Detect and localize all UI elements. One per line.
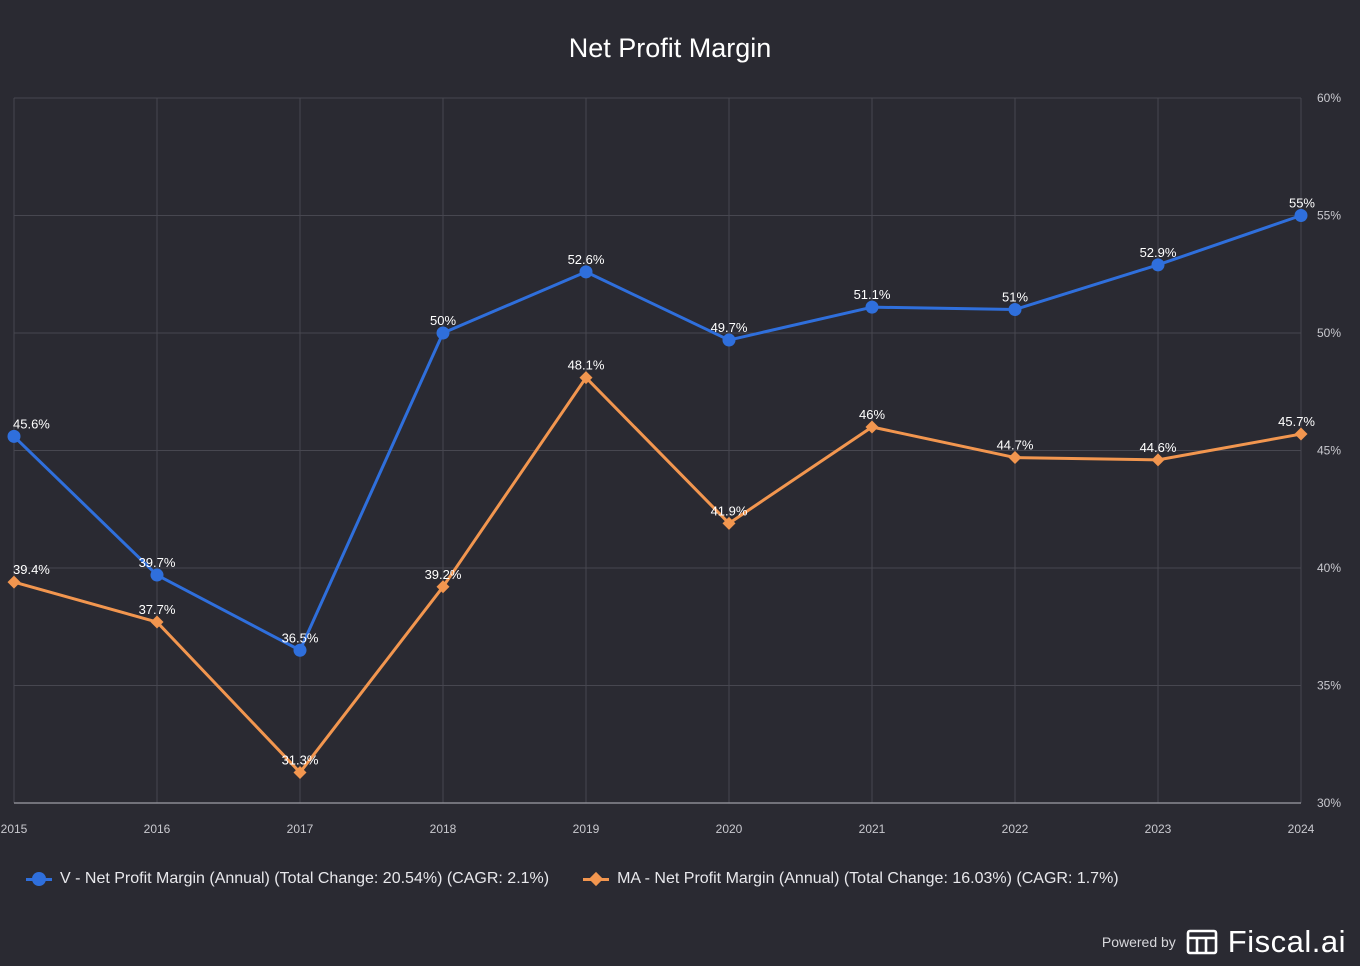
- legend-item-v[interactable]: V - Net Profit Margin (Annual) (Total Ch…: [26, 866, 549, 892]
- data-label: 37.7%: [139, 602, 176, 617]
- data-point: [7, 429, 21, 443]
- data-label: 36.5%: [282, 630, 319, 645]
- data-point: [1294, 209, 1308, 222]
- x-tick-label: 2019: [573, 822, 600, 836]
- data-point: [150, 615, 164, 629]
- data-point: [436, 326, 450, 340]
- data-label: 31.3%: [282, 752, 319, 767]
- data-labels: 45.6% 39.7% 36.5% 50% 52.6% 49.7% 51.1% 51% 52.9…: [13, 196, 1315, 768]
- data-point: [1008, 451, 1022, 465]
- fiscal-logo-icon: [1186, 929, 1218, 955]
- legend: V - Net Profit Margin (Annual) (Total Ch…: [26, 866, 1119, 892]
- series-line-v: [12, 214, 1302, 652]
- y-tick-label: 50%: [1317, 326, 1341, 340]
- data-label: 49.7%: [711, 320, 748, 335]
- data-label: 46%: [859, 407, 885, 422]
- data-point: [150, 568, 164, 582]
- x-tick-label: 2017: [287, 822, 314, 836]
- series-layer: [7, 209, 1308, 779]
- data-label: 45.6%: [13, 416, 50, 431]
- powered-by: Powered by Fiscal.ai: [1102, 924, 1346, 960]
- data-label: 52.6%: [568, 252, 605, 267]
- data-label: 44.6%: [1140, 440, 1177, 455]
- y-tick-label: 45%: [1317, 444, 1341, 458]
- data-point: [865, 300, 879, 314]
- data-label: 52.9%: [1140, 245, 1177, 260]
- data-label: 39.4%: [13, 562, 50, 577]
- x-tick-label: 2021: [859, 822, 886, 836]
- series-line-ma: [13, 376, 1302, 774]
- data-point: [436, 580, 450, 594]
- x-tick-label: 2018: [430, 822, 457, 836]
- data-label: 51%: [1002, 290, 1028, 305]
- y-tick-label: 30%: [1317, 796, 1341, 810]
- legend-label-v: V - Net Profit Margin (Annual) (Total Ch…: [60, 870, 550, 887]
- data-label: 45.7%: [1278, 414, 1315, 429]
- axes: 2015 2016 2017 2018 2019 2020 2021 2022 2023 2024…: [1, 91, 1342, 836]
- data-label: 41.9%: [711, 503, 748, 518]
- data-point: [865, 420, 879, 434]
- data-point: [1294, 427, 1308, 441]
- data-point: [293, 643, 307, 657]
- y-tick-label: 60%: [1317, 91, 1341, 105]
- data-point: [722, 333, 736, 347]
- x-tick-label: 2016: [144, 822, 171, 836]
- data-point: [579, 265, 593, 279]
- y-tick-label: 55%: [1317, 209, 1341, 223]
- data-point: [1151, 453, 1165, 467]
- chart-title: Net Profit Margin: [569, 33, 772, 63]
- y-tick-label: 40%: [1317, 561, 1341, 575]
- data-point: [7, 575, 21, 589]
- data-label: 50%: [430, 313, 456, 328]
- data-point: [1151, 258, 1165, 272]
- x-tick-label: 2023: [1145, 822, 1172, 836]
- data-point: [722, 516, 736, 530]
- data-point: [1008, 303, 1022, 316]
- x-tick-label: 2015: [1, 822, 28, 836]
- legend-item-ma[interactable]: MA - Net Profit Margin (Annual) (Total C…: [583, 866, 1119, 892]
- data-point: [293, 765, 307, 779]
- circle-marker-icon: [26, 866, 52, 892]
- powered-by-text: Powered by: [1101, 934, 1176, 950]
- data-point: [579, 371, 593, 385]
- data-label: 51.1%: [854, 287, 891, 302]
- y-tick-label: 35%: [1317, 679, 1341, 693]
- legend-label-ma: MA - Net Profit Margin (Annual) (Total C…: [617, 870, 1119, 887]
- diamond-marker-icon: [583, 866, 610, 892]
- data-label: 48.1%: [568, 358, 605, 373]
- data-label: 44.7%: [997, 438, 1034, 453]
- data-label: 39.2%: [425, 567, 462, 582]
- data-label: 55%: [1289, 196, 1315, 211]
- x-tick-label: 2020: [716, 822, 743, 836]
- x-tick-label: 2022: [1002, 822, 1029, 836]
- brand-name: Fiscal.ai: [1227, 924, 1346, 959]
- data-label: 39.7%: [139, 555, 176, 570]
- x-tick-label: 2024: [1288, 822, 1315, 836]
